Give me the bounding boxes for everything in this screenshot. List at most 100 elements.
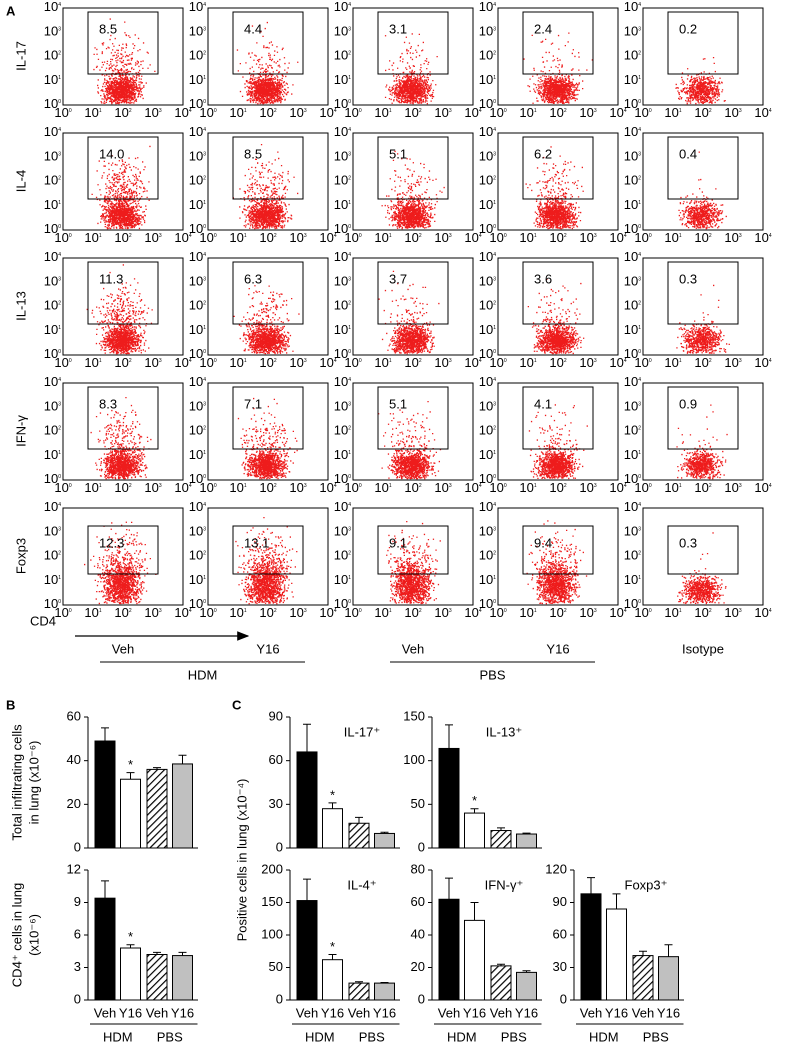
tick-label: 104 <box>189 124 206 139</box>
significance-mark: * <box>128 757 133 772</box>
tick-exponent: 0 <box>504 108 507 114</box>
plot-frame <box>497 257 619 356</box>
tick-exponent: 2 <box>638 176 641 182</box>
gate <box>232 386 304 450</box>
plot-frame <box>642 132 764 231</box>
tick-base: 10 <box>579 605 593 620</box>
x-tick-label: Y16 <box>119 1005 142 1020</box>
tick-base: 10 <box>44 72 58 87</box>
tick-exponent: 0 <box>58 224 61 230</box>
tick-label: 101 <box>189 447 206 462</box>
tick-base: 10 <box>199 355 213 370</box>
x-tick-label: Y16 <box>373 1005 396 1020</box>
tick-label: 101 <box>84 480 101 495</box>
tick-exponent: 1 <box>679 608 682 614</box>
tick-label: 104 <box>624 374 641 389</box>
tick-label: 102 <box>404 605 421 620</box>
gate-percentage: 12.3 <box>99 535 124 550</box>
tick-label: 102 <box>479 298 496 313</box>
bar <box>632 955 654 1001</box>
tick-label: 102 <box>624 548 641 563</box>
tick-label: 104 <box>319 105 336 120</box>
tick-base: 10 <box>189 399 203 414</box>
tick-exponent: 4 <box>479 108 482 114</box>
tick-label: 103 <box>44 149 61 164</box>
tick-exponent: 4 <box>624 358 627 364</box>
tick-label: 100 <box>479 346 496 361</box>
tick-base: 10 <box>479 524 493 539</box>
tick-exponent: 0 <box>638 599 641 605</box>
bar <box>606 908 627 1001</box>
tick-exponent: 1 <box>638 575 641 581</box>
tick-base: 10 <box>189 72 203 87</box>
tick-exponent: 3 <box>638 402 641 408</box>
tick-base: 10 <box>344 605 358 620</box>
tick-exponent: 2 <box>203 51 206 57</box>
dot-cloud <box>233 285 300 355</box>
tick-base: 10 <box>549 230 563 245</box>
tick-label: 101 <box>374 105 391 120</box>
tick-exponent: 4 <box>203 2 206 8</box>
tick-base: 10 <box>519 605 533 620</box>
plot-frame <box>642 507 764 606</box>
tick-label: 104 <box>464 355 481 370</box>
panel-letter: C <box>232 697 242 712</box>
tick-exponent: 3 <box>493 152 496 158</box>
error-bar <box>126 772 135 780</box>
bar <box>94 897 116 1001</box>
bar <box>658 956 679 1001</box>
tick-base: 10 <box>199 605 213 620</box>
gate-percentage: 13.1 <box>244 535 269 550</box>
tick-base: 10 <box>189 221 203 236</box>
tick-exponent: 2 <box>493 551 496 557</box>
tick-base: 10 <box>579 355 593 370</box>
tick-label: 104 <box>479 0 496 14</box>
tick-base: 10 <box>579 480 593 495</box>
x-tick-label: Veh <box>580 1005 602 1020</box>
y-tick-label: 40 <box>411 926 425 941</box>
tick-exponent: 1 <box>203 575 206 581</box>
tick-label: 100 <box>344 230 361 245</box>
tick-label: 103 <box>724 230 741 245</box>
chart-title: IL-4⁺ <box>347 877 376 892</box>
x-tick-label: Y16 <box>171 1005 194 1020</box>
tick-base: 10 <box>334 524 348 539</box>
y-tick-label: 60 <box>553 926 567 941</box>
tick-label: 103 <box>724 105 741 120</box>
plot-frame <box>352 132 474 231</box>
tick-exponent: 4 <box>769 608 772 614</box>
tick-base: 10 <box>624 0 638 14</box>
tick-label: 103 <box>724 605 741 620</box>
y-tick-label: 80 <box>411 861 425 876</box>
gate <box>522 386 594 450</box>
tick-base: 10 <box>44 447 58 462</box>
tick-label: 100 <box>344 480 361 495</box>
tick-label: 101 <box>44 447 61 462</box>
tick-base: 10 <box>334 149 348 164</box>
gate-percentage: 0.4 <box>679 146 697 161</box>
gate-percentage: 3.6 <box>534 271 552 286</box>
tick-base: 10 <box>54 105 68 120</box>
tick-exponent: 2 <box>709 108 712 114</box>
tick-exponent: 2 <box>419 358 422 364</box>
tick-label: 104 <box>479 499 496 514</box>
gate-percentage: 4.1 <box>534 396 552 411</box>
tick-base: 10 <box>259 480 273 495</box>
tick-base: 10 <box>259 605 273 620</box>
tick-label: 104 <box>479 124 496 139</box>
gate <box>232 525 304 575</box>
row-label: IL-13 <box>13 291 28 321</box>
tick-base: 10 <box>374 105 388 120</box>
y-tick-label: 60 <box>67 708 81 723</box>
tick-label: 100 <box>199 355 216 370</box>
dot-cloud <box>676 404 728 480</box>
tick-exponent: 2 <box>419 608 422 614</box>
y-tick-label: 3 <box>74 959 81 974</box>
tick-exponent: 0 <box>69 233 72 239</box>
tick-label: 101 <box>624 72 641 87</box>
tick-base: 10 <box>44 173 58 188</box>
tick-exponent: 4 <box>58 377 61 383</box>
tick-label: 104 <box>174 105 191 120</box>
bar <box>516 971 537 1001</box>
tick-base: 10 <box>44 471 58 486</box>
